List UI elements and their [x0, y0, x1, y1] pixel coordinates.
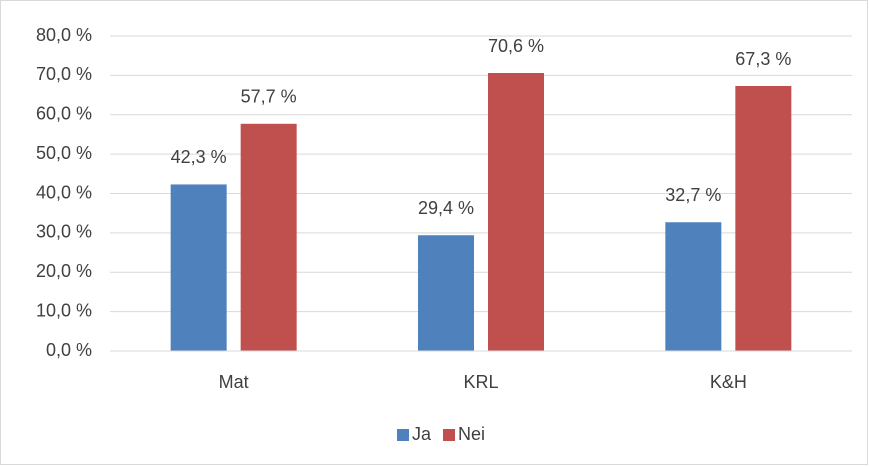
data-label: 32,7 % — [665, 185, 721, 205]
y-tick-label: 40,0 % — [36, 182, 92, 202]
data-label: 67,3 % — [735, 49, 791, 69]
bar — [735, 86, 792, 351]
data-label: 42,3 % — [171, 147, 227, 167]
x-tick-label: KRL — [463, 372, 498, 392]
bar — [240, 123, 297, 352]
legend-label: Ja — [412, 424, 432, 444]
legend-swatch — [443, 429, 456, 441]
y-tick-label: 50,0 % — [36, 143, 92, 163]
legend-label: Nei — [458, 424, 485, 444]
x-tick-label: K&H — [710, 372, 747, 392]
data-label: 57,7 % — [241, 87, 297, 107]
y-tick-label: 30,0 % — [36, 222, 92, 242]
data-label: 29,4 % — [418, 198, 474, 218]
y-tick-label: 60,0 % — [36, 104, 92, 124]
y-tick-label: 20,0 % — [36, 261, 92, 281]
legend-swatch — [397, 429, 409, 441]
x-tick-label: Mat — [219, 372, 249, 392]
bar — [488, 73, 544, 351]
data-label: 70,6 % — [488, 36, 544, 56]
y-tick-label: 10,0 % — [36, 300, 92, 320]
y-tick-label: 80,0 % — [36, 25, 92, 45]
y-tick-label: 70,0 % — [36, 64, 92, 84]
bar — [170, 184, 227, 351]
bar — [665, 222, 722, 351]
bar — [418, 235, 474, 351]
y-tick-label: 0,0 % — [46, 340, 92, 360]
